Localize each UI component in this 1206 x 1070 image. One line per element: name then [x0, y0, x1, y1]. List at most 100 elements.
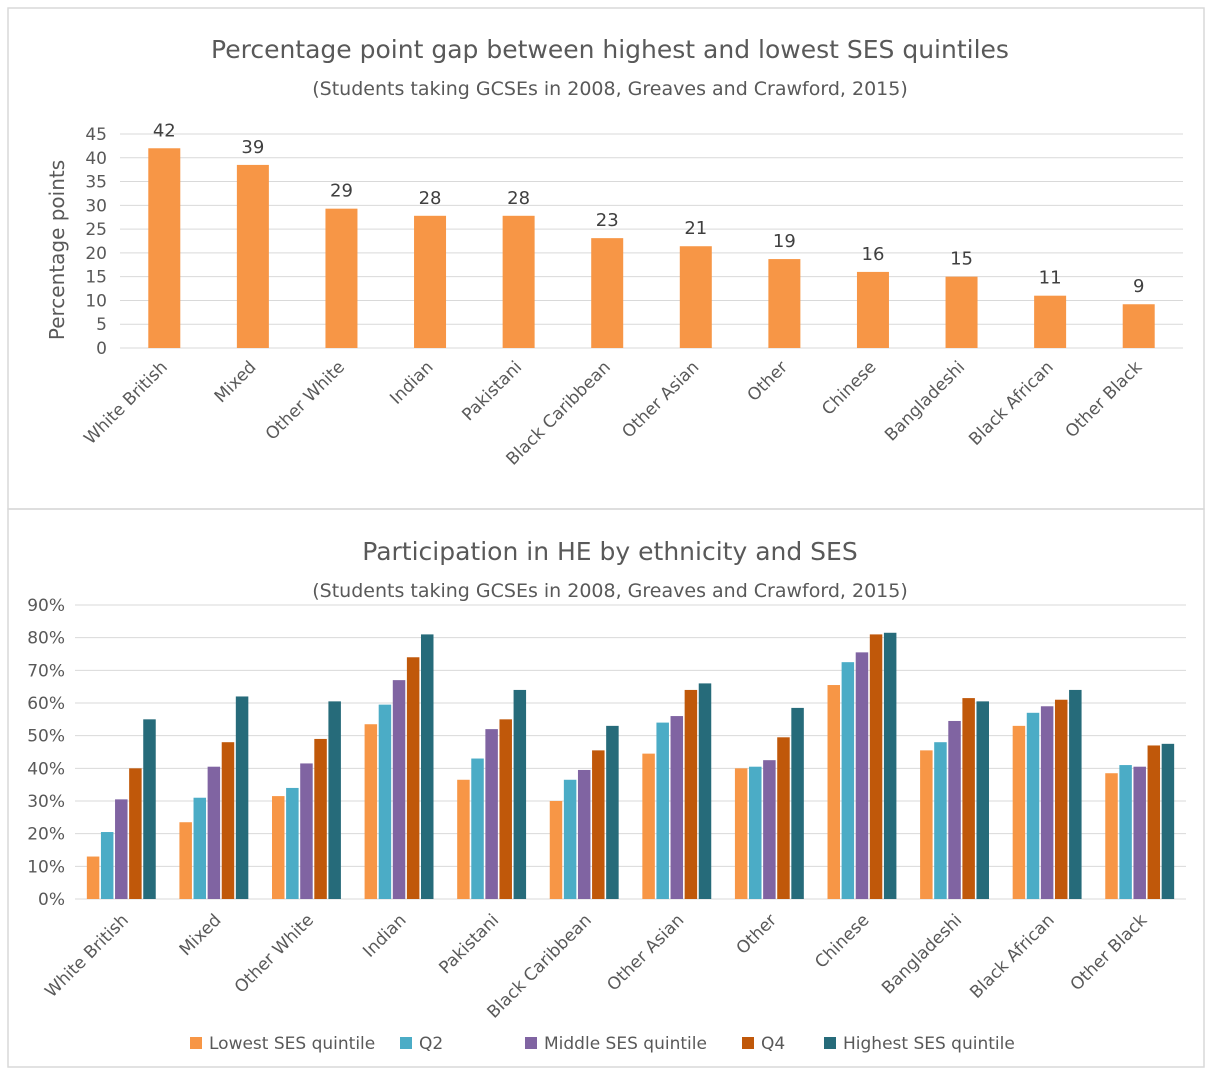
bottom-y-tick-label: 90%	[27, 596, 65, 616]
bottom-bar	[869, 634, 883, 899]
top-y-tick-label: 35	[85, 173, 107, 193]
bottom-bar	[1012, 725, 1026, 899]
bottom-bar	[392, 680, 406, 899]
bottom-bar	[698, 683, 712, 899]
bottom-bar	[962, 698, 975, 899]
bottom-bar	[129, 768, 142, 899]
legend-swatch	[742, 1037, 754, 1049]
bottom-chart-bars: White British Mixed Other White Indian Pakis…	[41, 632, 1175, 1023]
bottom-bar	[314, 738, 327, 899]
bottom-y-tick-label: 10%	[27, 857, 65, 877]
bottom-bar	[883, 632, 897, 899]
bottom-bar	[656, 722, 669, 899]
top-bar-data-label: 9	[1133, 276, 1144, 297]
bottom-bar	[1069, 689, 1082, 899]
bottom-bar	[855, 652, 869, 899]
bottom-y-tick-label: 20%	[27, 825, 65, 845]
legend-label: Q4	[761, 1034, 785, 1054]
bottom-bar	[420, 634, 434, 899]
bottom-bar	[115, 799, 128, 899]
top-y-tick-label: 45	[85, 125, 107, 145]
top-bar-data-label: 28	[507, 188, 530, 209]
top-y-tick-label: 30	[85, 196, 107, 216]
top-bar-data-label: 39	[241, 137, 264, 158]
bottom-bar	[513, 689, 527, 899]
top-bar	[325, 208, 358, 348]
top-category-label: Other Asian	[618, 357, 703, 442]
bottom-bar	[734, 768, 748, 899]
bottom-bar	[286, 787, 299, 899]
bottom-category-label: Chinese	[811, 910, 873, 972]
bottom-y-tick-label: 40%	[27, 759, 65, 779]
bottom-bar	[763, 760, 776, 899]
top-category-label: Indian	[386, 357, 437, 408]
legend-label: Middle SES quintile	[544, 1034, 707, 1054]
bottom-category-label: Pakistani	[435, 910, 503, 978]
top-chart-y-axis-label: Percentage points	[45, 160, 69, 340]
legend-swatch	[190, 1037, 202, 1049]
top-y-tick-label: 25	[85, 220, 107, 240]
bottom-bar	[791, 707, 804, 899]
bottom-bar	[642, 753, 655, 899]
bottom-bar	[300, 763, 313, 899]
legend-label: Lowest SES quintile	[209, 1034, 375, 1054]
bottom-bar	[749, 766, 762, 899]
top-bar	[148, 148, 181, 348]
top-bar	[679, 246, 712, 348]
bottom-bar	[841, 662, 855, 899]
top-category-label: Other	[744, 357, 792, 405]
bottom-bar	[920, 750, 933, 899]
bottom-bar	[86, 856, 100, 899]
bottom-bar	[1133, 766, 1146, 899]
top-bar-data-label: 42	[153, 120, 176, 141]
bottom-bar	[485, 729, 498, 899]
bottom-bar	[1105, 773, 1118, 899]
top-category-label: Other White	[262, 357, 349, 444]
top-bar-data-label: 29	[330, 181, 353, 202]
bottom-bar	[272, 796, 285, 899]
bottom-y-tick-label: 80%	[27, 629, 65, 649]
bottom-bar	[1161, 743, 1175, 899]
top-bar	[236, 164, 269, 348]
top-y-tick-label: 0	[96, 339, 107, 359]
top-bar-data-label: 11	[1039, 268, 1062, 289]
top-bar	[502, 215, 535, 348]
top-y-tick-label: 15	[85, 268, 107, 288]
bottom-bar	[934, 742, 947, 899]
bottom-category-label: Bangladeshi	[878, 910, 966, 998]
top-y-tick-label: 40	[85, 149, 107, 169]
bottom-bar	[684, 689, 698, 899]
top-y-tick-label: 5	[96, 315, 107, 335]
bottom-y-tick-label: 0%	[38, 890, 65, 910]
top-bar	[1122, 304, 1155, 348]
bottom-category-label: Other Black	[1067, 910, 1152, 995]
bottom-chart-title: Participation in HE by ethnicity and SES	[362, 537, 857, 566]
bottom-category-label: Black African	[966, 910, 1058, 1002]
top-bar-data-label: 15	[950, 249, 973, 270]
bottom-category-label: Indian	[359, 910, 410, 961]
top-y-tick-label: 20	[85, 244, 107, 264]
bottom-bar	[328, 701, 341, 899]
top-chart-subtitle: (Students taking GCSEs in 2008, Greaves …	[312, 78, 908, 100]
bottom-bar	[193, 797, 207, 899]
top-bar	[414, 215, 447, 348]
bottom-category-label: Other White	[231, 910, 318, 997]
bottom-bar	[670, 716, 684, 899]
top-category-label: Bangladeshi	[881, 357, 969, 445]
bottom-category-label: Mixed	[176, 910, 226, 960]
bottom-y-tick-label: 60%	[27, 694, 65, 714]
legend-swatch	[525, 1037, 537, 1049]
top-category-label: Black African	[965, 357, 1057, 449]
bottom-bar	[364, 724, 378, 899]
bottom-bar	[471, 758, 484, 899]
top-bar-data-label: 19	[773, 231, 796, 252]
bottom-bar	[1054, 699, 1068, 899]
bottom-bar	[976, 701, 989, 899]
bottom-bar	[221, 742, 235, 899]
legend-label: Q2	[419, 1034, 443, 1054]
bottom-bar	[100, 832, 114, 899]
bottom-bar	[179, 822, 192, 899]
bottom-chart-legend: Lowest SES quintile Q2 Middle SES quintile…	[190, 1034, 1015, 1054]
